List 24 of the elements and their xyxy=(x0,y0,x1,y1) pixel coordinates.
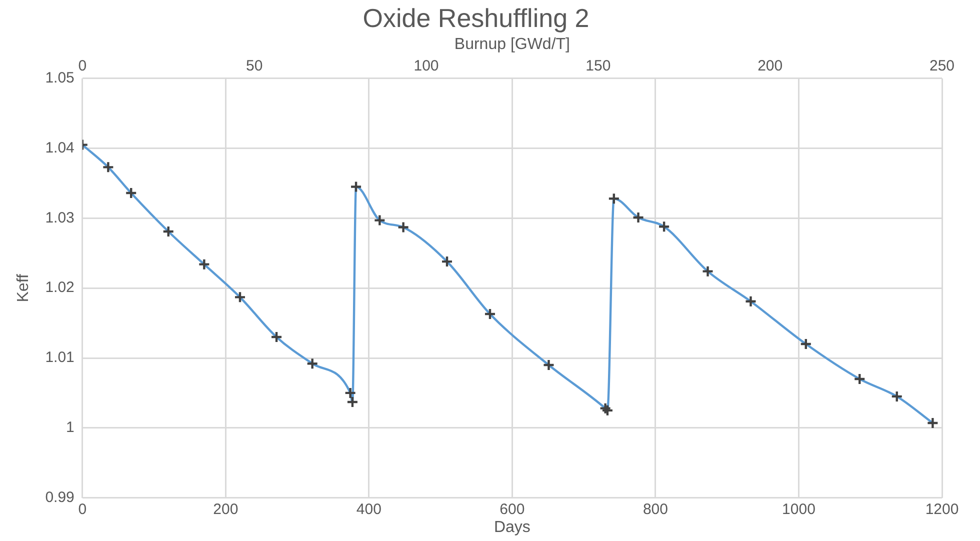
x2-axis-title: Burnup [GWd/T] xyxy=(454,36,570,54)
x-tick-label: 200 xyxy=(213,500,238,518)
x-tick-label: 1000 xyxy=(782,500,816,518)
x-tick-label: 0 xyxy=(78,500,87,518)
y-tick-label: 0.99 xyxy=(45,488,74,506)
y-tick-label: 1.05 xyxy=(45,70,74,87)
x-tick-label: 400 xyxy=(356,500,382,518)
x2-tick-label: 250 xyxy=(929,58,955,75)
x2-tick-label: 150 xyxy=(586,58,611,75)
y-tick-label: 1 xyxy=(66,419,74,436)
y-axis-title: Keff xyxy=(15,273,32,302)
y-tick-label: 1.03 xyxy=(45,209,74,226)
x-axis-title: Days xyxy=(494,518,530,536)
y-tick-label: 1.01 xyxy=(45,349,74,366)
y-tick-label: 1.04 xyxy=(45,139,74,156)
y-tick-label: 1.02 xyxy=(45,279,74,296)
x2-tick-label: 100 xyxy=(414,58,439,75)
x2-tick-label: 200 xyxy=(758,58,783,75)
x2-tick-label: 0 xyxy=(78,58,87,75)
x-tick-label: 1200 xyxy=(925,500,959,518)
x-tick-label: 600 xyxy=(500,500,525,518)
x2-tick-label: 50 xyxy=(246,58,263,75)
chart-title: Oxide Reshuffling 2 xyxy=(362,2,590,33)
x-tick-label: 800 xyxy=(642,500,668,518)
